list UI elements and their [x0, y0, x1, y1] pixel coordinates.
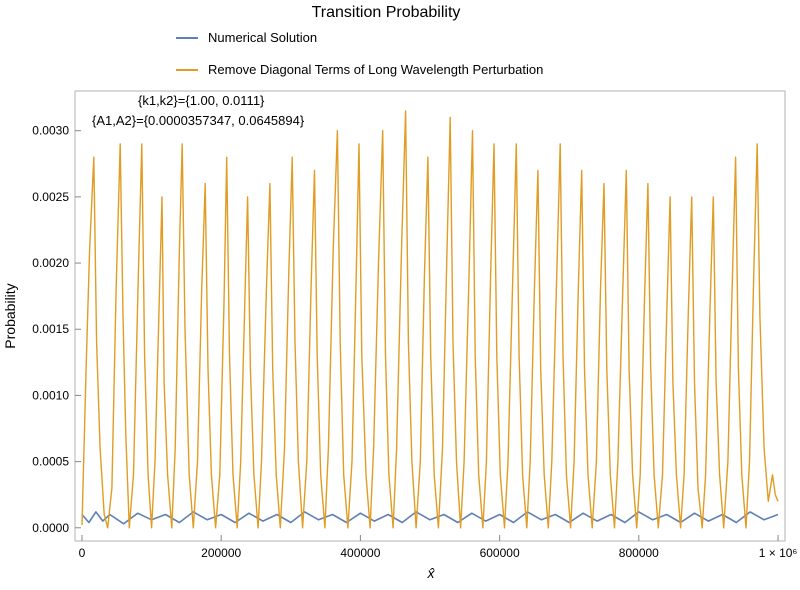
annotation-a-values: {A1,A2}={0.0000357347, 0.0645894} [92, 113, 305, 128]
chart-title: Transition Probability [312, 4, 461, 21]
x-tick-label: 600000 [480, 546, 520, 560]
x-tick-label: 400000 [340, 546, 380, 560]
x-axis-label: x̂ [427, 565, 436, 581]
annotation-k-values: {k1,k2}={1.00, 0.0111} [138, 93, 265, 108]
y-axis: 0.0000 0.0005 0.0010 0.0015 0.0020 0.0025 0.00… [32, 124, 81, 535]
x-tick-label: 1 × 10⁶ [759, 546, 798, 560]
y-tick-label: 0.0030 [32, 124, 69, 138]
parameter-annotations: {k1,k2}={1.00, 0.0111} {A1,A2}={0.000035… [92, 93, 305, 128]
series-remove-diagonal-terms [81, 110, 779, 529]
y-tick-label: 0.0025 [32, 190, 69, 204]
x-tick-label: 0 [79, 546, 86, 560]
x-axis: 0 200000 400000 600000 800000 1 × 10⁶ [79, 535, 798, 560]
legend: Numerical Solution Remove Diagonal Terms… [176, 30, 543, 77]
legend-label-numerical: Numerical Solution [208, 30, 317, 45]
series-layer [81, 110, 779, 529]
series-numerical-solution [81, 511, 779, 525]
x-tick-label: 800000 [619, 546, 659, 560]
y-tick-label: 0.0005 [32, 455, 69, 469]
plot-frame-rect [74, 90, 786, 542]
plot-frame [74, 90, 786, 542]
x-tick-label: 200000 [201, 546, 241, 560]
y-tick-label: 0.0000 [32, 521, 69, 535]
y-tick-label: 0.0020 [32, 256, 69, 270]
y-tick-label: 0.0015 [32, 322, 69, 336]
y-axis-label: Probability [2, 283, 18, 348]
legend-label-remove-diagonal: Remove Diagonal Terms of Long Wavelength… [208, 62, 543, 77]
y-tick-label: 0.0010 [32, 388, 69, 402]
